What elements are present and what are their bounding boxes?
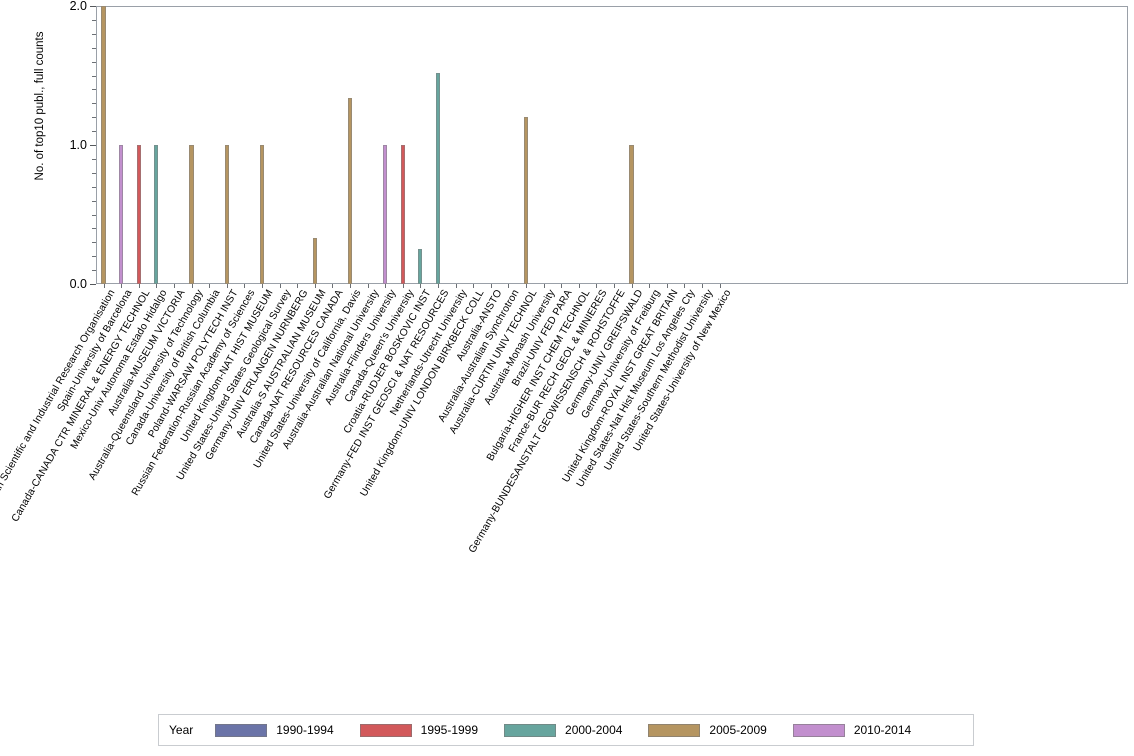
x-tick bbox=[279, 284, 281, 288]
legend-item[interactable]: 2005-2009 bbox=[648, 723, 767, 737]
y-tick-minor bbox=[92, 270, 96, 272]
y-tick-minor bbox=[92, 186, 96, 188]
legend-item[interactable]: 2010-2014 bbox=[792, 723, 912, 737]
x-tick bbox=[455, 284, 457, 288]
x-tick bbox=[191, 284, 193, 288]
y-tick-minor bbox=[92, 103, 96, 105]
x-tick bbox=[103, 284, 105, 288]
y-tick-minor bbox=[92, 256, 96, 258]
y-tick-minor bbox=[92, 228, 96, 230]
x-tick bbox=[402, 284, 404, 288]
bar bbox=[382, 145, 388, 284]
x-tick bbox=[631, 284, 633, 288]
x-tick bbox=[314, 284, 316, 288]
x-tick bbox=[561, 284, 563, 288]
x-axis-ticks bbox=[96, 284, 1128, 290]
x-tick bbox=[156, 284, 158, 288]
y-tick-minor bbox=[92, 214, 96, 216]
y-tick-minor bbox=[92, 47, 96, 49]
plot-area bbox=[96, 6, 1128, 284]
legend-title: Year bbox=[169, 723, 194, 737]
x-tick bbox=[649, 284, 651, 288]
x-tick bbox=[297, 284, 299, 288]
legend-item-label: 1995-1999 bbox=[420, 723, 479, 737]
legend-item-label: 2000-2004 bbox=[565, 723, 623, 737]
x-tick bbox=[420, 284, 422, 288]
y-tick-major bbox=[90, 145, 96, 146]
bar bbox=[418, 249, 423, 284]
x-tick bbox=[437, 284, 439, 288]
x-tick bbox=[244, 284, 246, 288]
bar bbox=[347, 97, 353, 284]
bar bbox=[136, 145, 141, 284]
legend-swatch bbox=[504, 723, 557, 737]
bar bbox=[259, 145, 265, 284]
x-tick bbox=[173, 284, 175, 288]
x-tick bbox=[332, 284, 334, 288]
legend-item[interactable]: 1990-1994 bbox=[215, 723, 334, 737]
bar bbox=[189, 145, 194, 284]
y-tick-major bbox=[90, 284, 96, 285]
y-tick-minor bbox=[92, 19, 96, 21]
x-tick bbox=[473, 284, 475, 288]
bar bbox=[118, 145, 124, 284]
x-tick bbox=[138, 284, 140, 288]
y-tick-minor bbox=[92, 61, 96, 63]
y-tick-minor bbox=[92, 158, 96, 160]
x-tick bbox=[508, 284, 510, 288]
bar bbox=[523, 117, 529, 284]
x-tick bbox=[666, 284, 668, 288]
y-tick-minor bbox=[92, 200, 96, 202]
x-tick bbox=[613, 284, 615, 288]
y-tick-minor bbox=[92, 131, 96, 133]
x-tick bbox=[261, 284, 263, 288]
bar bbox=[435, 72, 441, 284]
bar bbox=[400, 145, 405, 284]
legend-swatch bbox=[792, 723, 845, 737]
x-tick bbox=[543, 284, 545, 288]
legend-item-label: 1990-1994 bbox=[276, 723, 334, 737]
y-tick-minor bbox=[92, 172, 96, 174]
y-tick-minor bbox=[92, 89, 96, 91]
y-tick-minor bbox=[92, 242, 96, 244]
x-tick bbox=[719, 284, 721, 288]
x-tick bbox=[490, 284, 492, 288]
x-tick bbox=[684, 284, 686, 288]
x-tick bbox=[121, 284, 123, 288]
x-tick bbox=[367, 284, 369, 288]
bar bbox=[224, 145, 229, 284]
bar bbox=[312, 238, 317, 284]
y-tick-minor bbox=[92, 75, 96, 77]
x-tick bbox=[385, 284, 387, 288]
x-tick bbox=[226, 284, 228, 288]
legend-swatch bbox=[359, 723, 412, 737]
legend-item[interactable]: 2000-2004 bbox=[504, 723, 622, 737]
x-tick bbox=[209, 284, 211, 288]
legend-item[interactable]: 1995-1999 bbox=[359, 723, 479, 737]
y-tick-minor bbox=[92, 117, 96, 119]
bars-layer bbox=[96, 6, 1128, 284]
legend-swatch bbox=[648, 723, 701, 737]
y-tick-minor bbox=[92, 33, 96, 35]
x-tick bbox=[349, 284, 351, 288]
y-tick-label: 1.0 bbox=[69, 138, 87, 152]
bar bbox=[154, 145, 159, 284]
x-tick bbox=[578, 284, 580, 288]
x-tick bbox=[701, 284, 703, 288]
legend-item-label: 2005-2009 bbox=[709, 723, 767, 737]
legend-swatch bbox=[215, 723, 268, 737]
x-tick bbox=[596, 284, 598, 288]
y-tick-label: 0.0 bbox=[69, 277, 87, 291]
x-axis-labels: Australia-Commonwealth Scientific and In… bbox=[0, 288, 1128, 688]
x-tick bbox=[525, 284, 527, 288]
chart-legend: Year 1990-1994 1995-1999 2000-2004 2005-200… bbox=[158, 714, 974, 746]
bar bbox=[629, 145, 634, 284]
y-axis: 0.0 1.0 2.0 bbox=[0, 0, 96, 291]
legend-item-label: 2010-2014 bbox=[853, 723, 912, 737]
y-tick-major bbox=[90, 6, 96, 7]
y-tick-label: 2.0 bbox=[69, 0, 87, 13]
bar bbox=[101, 6, 106, 284]
